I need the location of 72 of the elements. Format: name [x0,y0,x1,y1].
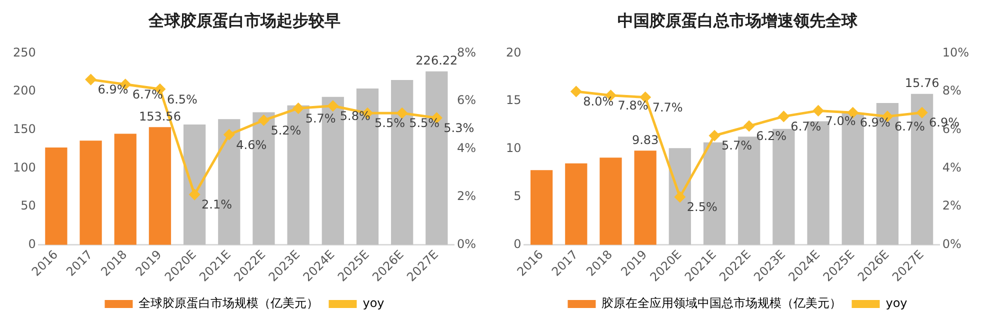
point [396,108,408,118]
point [570,86,582,97]
legend-label: 全球胶原蛋白市场规模（亿美元） [138,296,319,310]
data-label: 7.7% [652,100,683,114]
point [224,129,234,140]
y-tick-label: 50 [20,198,36,213]
data-label: 5.3% [444,121,474,136]
data-label: 5.7% [305,111,336,126]
data-label: 5.5% [374,116,405,130]
bar [565,163,588,245]
bar [80,140,102,245]
point [674,192,686,202]
bar [114,134,136,245]
y-tick-label: 250 [13,45,36,60]
point [86,74,96,85]
data-label: 9.83 [632,132,659,147]
data-label: 15.76 [904,76,940,90]
data-label: 8.0% [583,94,614,109]
y-tick-label: 5 [514,189,522,204]
data-label: 7.8% [618,98,648,112]
data-label: 4.6% [236,138,267,152]
bar [148,127,172,245]
chart-title: 中国胶原蛋白总市场增速领先全球 [618,10,858,30]
y2-tick-label: 0% [942,236,962,251]
data-label: 5.2% [270,123,302,138]
data-label: 6.9% [860,116,890,130]
data-label: 5.7% [722,138,752,153]
y2-tick-label: 10% [942,45,969,60]
point [744,120,754,132]
y-tick-label: 200 [13,84,36,98]
data-label: 7.0% [825,114,856,128]
y2-tick-label: 4% [456,141,476,156]
legend-label: yoy [362,296,384,310]
point [293,103,304,114]
y-tick-label: 0 [28,236,36,251]
data-label: 6.5% [166,92,198,106]
legend-label: 胶原在全应用领域中国总市场规模（亿美元） [602,296,842,310]
point [916,107,928,118]
data-label: 2.5% [686,200,718,214]
y-tick-label: 20 [506,45,522,60]
point [258,115,269,126]
data-label: 5.8% [340,109,370,124]
y2-tick-label: 2% [942,198,962,213]
data-label: 6.7% [790,120,822,134]
bar [634,150,656,245]
y-tick-label: 150 [13,122,36,136]
data-label: 2.1% [202,198,232,212]
y2-tick-label: 8% [942,84,962,98]
bar [45,148,68,245]
y2-tick-label: 8% [456,45,476,60]
y-tick-label: 0 [514,236,522,251]
data-label: 226.22 [416,54,458,68]
data-label: 5.5% [409,116,440,130]
chart-title: 全球胶原蛋白市场起步较早 [148,10,340,30]
bar [530,170,553,245]
y-tick-label: 15 [506,93,522,108]
point [709,130,720,141]
y2-tick-label: 4% [942,160,962,174]
data-label: 6.9% [98,82,128,97]
point [328,100,338,112]
data-label: 6.7% [894,120,925,134]
point [189,189,200,200]
point [778,111,789,122]
y2-tick-label: 6% [456,93,476,108]
point [813,105,824,116]
y-tick-label: 100 [13,160,36,174]
y-tick-label: 10 [506,141,522,156]
data-label: 6.2% [756,129,787,144]
bar [600,158,622,245]
legend-label: yoy [886,296,908,310]
y2-tick-label: 0% [456,236,476,251]
y2-tick-label: 2% [456,189,476,204]
